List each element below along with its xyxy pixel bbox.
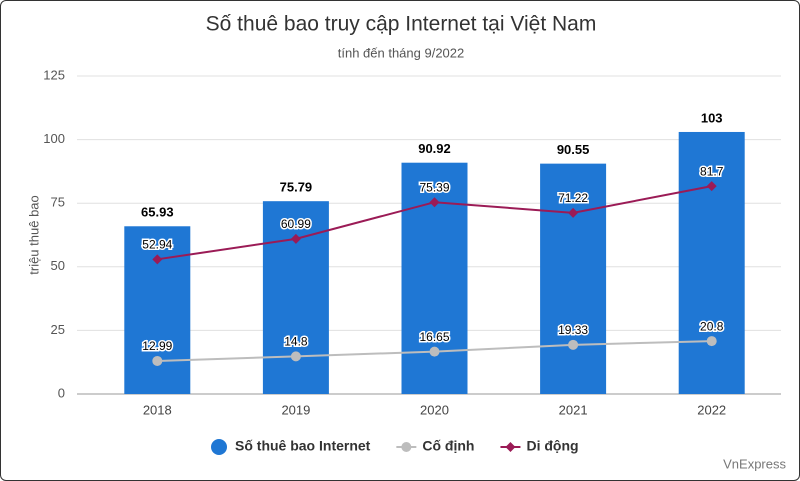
y-tick-label: 100 <box>43 131 65 146</box>
bar <box>678 131 745 394</box>
line-value-label: 19.33 <box>558 323 588 337</box>
chart-title: Số thuê bao truy cập Internet tại Việt N… <box>206 13 597 36</box>
line-marker <box>152 355 163 366</box>
line-value-label: 52.94 <box>142 237 172 251</box>
line-marker <box>706 181 717 192</box>
chart-subtitle: tính đến tháng 9/2022 <box>338 45 465 60</box>
y-tick-label: 0 <box>58 385 65 400</box>
line-value-label: 71.22 <box>558 191 588 205</box>
line-marker <box>152 254 163 265</box>
bar-value-label: 103 <box>701 110 723 125</box>
line-marker <box>706 336 717 347</box>
bar-value-label: 90.55 <box>557 142 590 157</box>
x-tick-label: 2018 <box>143 402 172 417</box>
bar <box>124 226 191 394</box>
line-marker <box>290 351 301 362</box>
legend-marker <box>401 442 412 452</box>
bar-value-label: 75.79 <box>280 180 313 195</box>
line-marker <box>429 197 440 208</box>
line-value-label: 81.7 <box>700 164 724 178</box>
x-tick-label: 2021 <box>559 402 588 417</box>
line-marker <box>568 339 579 350</box>
line-value-label: 12.99 <box>142 339 172 353</box>
x-tick-label: 2020 <box>420 402 449 417</box>
line-marker <box>429 346 440 357</box>
legend-label: Số thuê bao Internet <box>235 438 371 454</box>
y-tick-label: 50 <box>51 258 65 273</box>
y-axis-label: triệu thuê bao <box>26 195 41 275</box>
legend-marker <box>211 439 227 455</box>
line-value-label: 16.65 <box>419 330 449 344</box>
source: VnExpress <box>723 456 786 471</box>
line-value-label: 75.39 <box>419 180 449 194</box>
bar-value-label: 65.93 <box>141 205 174 220</box>
bar-value-label: 90.92 <box>418 141 451 156</box>
bar <box>540 163 607 394</box>
legend-label: Di động <box>526 438 578 454</box>
line-marker <box>290 233 301 244</box>
line-marker <box>568 207 579 218</box>
x-tick-label: 2022 <box>697 402 726 417</box>
line-value-label: 14.8 <box>284 335 308 349</box>
legend-label: Cố định <box>422 438 474 454</box>
y-tick-label: 125 <box>43 67 65 82</box>
legend-marker <box>505 442 516 452</box>
y-tick-label: 75 <box>51 195 65 210</box>
line-value-label: 20.8 <box>700 319 724 333</box>
line-value-label: 60.99 <box>281 217 311 231</box>
y-tick-label: 25 <box>51 322 65 337</box>
x-tick-label: 2019 <box>281 402 310 417</box>
